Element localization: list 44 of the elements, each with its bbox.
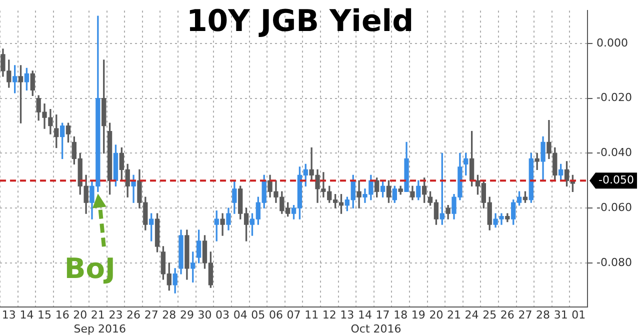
chart-title: 10Y JGB Yield — [186, 4, 414, 39]
x-tick-label: 01 — [572, 308, 586, 322]
x-tick-label: 20 — [73, 308, 88, 322]
x-tick-label: 03 — [216, 308, 230, 322]
x-tick-label: 19 — [411, 308, 426, 322]
x-tick-label: 26 — [500, 308, 514, 322]
x-tick-label: 25 — [482, 308, 497, 322]
x-tick-label: 13 — [340, 308, 354, 322]
x-tick-label: 28 — [162, 308, 176, 322]
x-tick-label: 14 — [358, 308, 372, 322]
y-tick-label: -0.060 — [596, 200, 632, 214]
x-tick-label: 15 — [38, 308, 52, 322]
y-tick-label: -0.020 — [596, 91, 632, 104]
x-tick-label: 05 — [251, 308, 266, 322]
x-tick-label: 17 — [376, 308, 390, 322]
x-tick-label: 16 — [55, 308, 70, 322]
x-tick-label: 13 — [2, 308, 16, 322]
x-tick-label: 20 — [429, 308, 444, 322]
x-tick-label: 04 — [233, 308, 248, 322]
y-tick-label: 0.000 — [596, 36, 628, 50]
x-tick-label: 11 — [304, 308, 319, 322]
ref-line-label: -0.050 — [598, 174, 634, 186]
x-tick-label: 07 — [286, 308, 301, 322]
x-tick-label: 24 — [464, 308, 479, 322]
y-tick-label: -0.080 — [596, 256, 632, 269]
x-tick-label: 28 — [536, 308, 550, 322]
x-tick-label: 14 — [20, 308, 34, 322]
x-tick-label: 18 — [394, 308, 408, 322]
y-tick-label: -0.040 — [596, 146, 632, 160]
x-tick-label: 29 — [180, 308, 194, 322]
x-tick-label: 12 — [322, 308, 336, 322]
x-tick-label: 21 — [447, 308, 462, 322]
x-tick-label: 30 — [198, 308, 212, 322]
candlestick — [356, 180, 362, 208]
x-tick-label: 23 — [108, 308, 123, 322]
x-tick-label: 06 — [268, 308, 283, 322]
x-tick-label: 27 — [144, 308, 158, 322]
text: Sep 2016 — [74, 322, 126, 336]
x-tick-label: 21 — [90, 308, 105, 322]
text: Oct 2016 — [350, 322, 402, 336]
x-tick-label: 27 — [518, 308, 532, 322]
x-tick-label: 26 — [126, 308, 141, 322]
x-tick-label: 31 — [554, 308, 568, 322]
annotation: BoJ — [64, 252, 116, 285]
